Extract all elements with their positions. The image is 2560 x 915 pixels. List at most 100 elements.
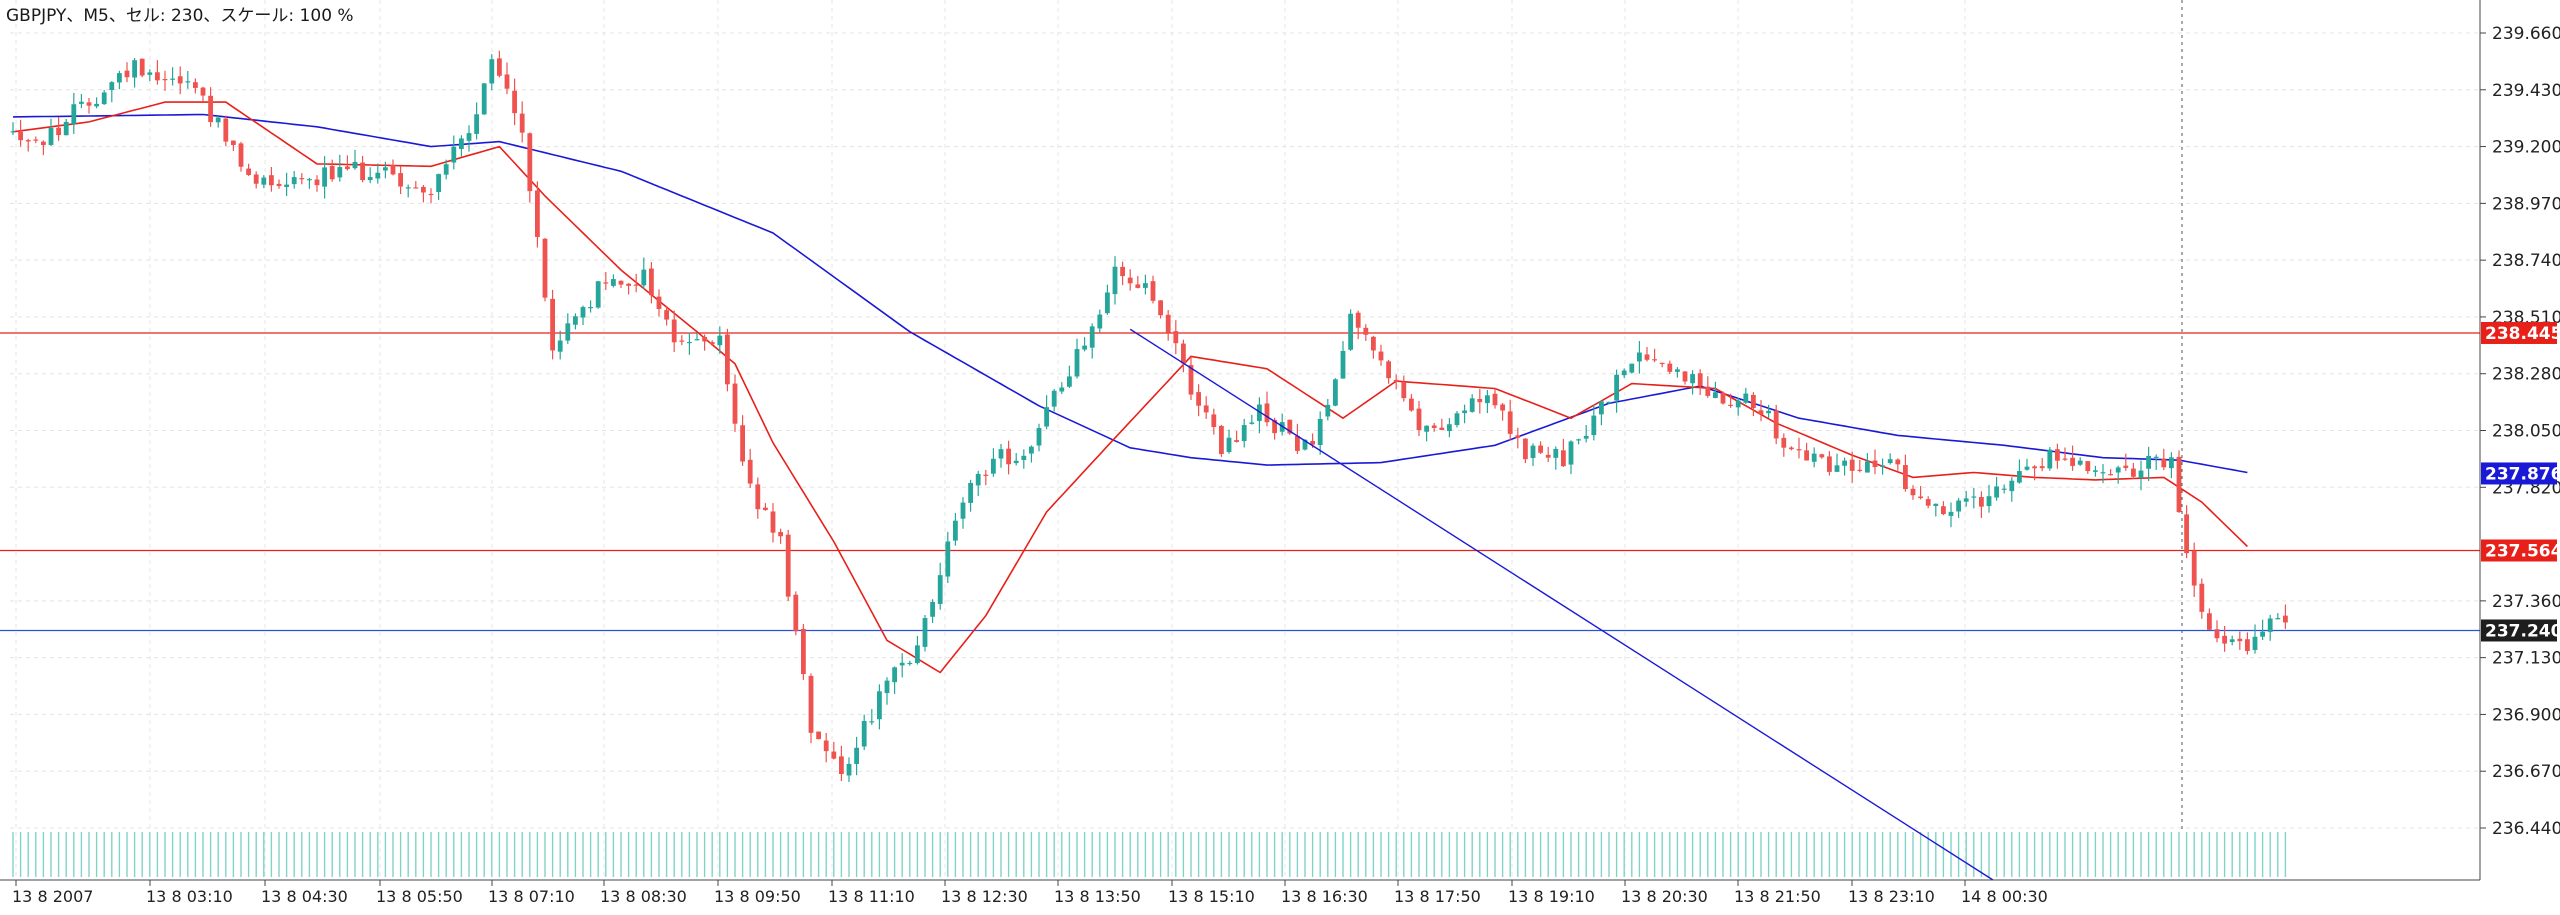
time-tick-label: 14 8 00:30: [1961, 887, 2048, 906]
candle-body: [466, 133, 472, 141]
price-axis: 239.660239.430239.200238.970238.740238.5…: [0, 0, 2560, 881]
candle-body: [2032, 466, 2037, 469]
horizontal-levels[interactable]: [0, 332, 2480, 632]
candle-body: [405, 187, 411, 189]
candle-body: [1181, 343, 1186, 364]
candle-body: [2077, 460, 2083, 465]
candle-body: [763, 507, 768, 511]
candle-body: [1333, 379, 1338, 406]
candle-body: [960, 502, 966, 519]
candle-body: [1644, 354, 1650, 360]
candle-body: [1523, 438, 1528, 460]
candle-body: [2207, 613, 2212, 630]
candle-body: [1979, 497, 1984, 507]
price-tick-label: 237.130: [2492, 649, 2560, 669]
candle-body: [1857, 469, 1863, 472]
candle-body: [747, 459, 753, 484]
candle-body: [1614, 374, 1619, 401]
candle-body: [1789, 447, 1794, 450]
candle-body: [2169, 457, 2174, 469]
candle-body: [930, 602, 935, 617]
level-price-label: 237.564: [2485, 541, 2560, 561]
candle-body: [1013, 460, 1019, 464]
candle-body: [436, 174, 441, 192]
candle-body: [1006, 448, 1011, 465]
candle-body: [1796, 449, 1802, 451]
candle-body: [1462, 410, 1467, 414]
candle-body: [1378, 351, 1384, 361]
candle-body: [1553, 448, 1559, 458]
time-tick-label: 13 8 04:30: [261, 887, 348, 906]
candle-body: [421, 186, 426, 193]
candle-body: [383, 167, 388, 171]
candle-body: [846, 763, 852, 776]
candle-body: [177, 76, 183, 84]
candle-body: [1386, 361, 1391, 379]
candle-body: [1682, 371, 1688, 382]
candle-body: [307, 179, 312, 181]
candle-body: [443, 164, 449, 175]
candle-body: [557, 340, 563, 352]
candle-body: [1310, 440, 1315, 445]
level-price-tag: [2481, 619, 2557, 642]
candle-body: [2267, 618, 2273, 632]
candle-body: [2039, 466, 2045, 469]
price-tick-label: 236.670: [2492, 762, 2560, 782]
candle-body: [428, 193, 434, 196]
time-tick-label: 13 8 08:30: [600, 887, 687, 906]
price-tick-label: 236.900: [2492, 705, 2560, 725]
candle-body: [1591, 415, 1597, 436]
candle-body: [1257, 404, 1262, 422]
candle-body: [1036, 428, 1042, 446]
candle-body: [1804, 450, 1809, 461]
candle-body: [1538, 445, 1543, 453]
ma-price-label: 237.876: [2485, 464, 2560, 484]
time-tick-label: 13 8 15:10: [1168, 887, 1255, 906]
candle-body: [580, 307, 586, 318]
candle-body: [1781, 437, 1787, 448]
candle-body: [25, 140, 31, 142]
candle-body: [1424, 425, 1429, 432]
price-tick-label: 238.970: [2492, 194, 2560, 214]
candle-body: [1568, 441, 1574, 465]
candle-body: [983, 474, 989, 476]
level-price-label: 237.240: [2485, 621, 2560, 641]
candle-body: [573, 316, 578, 325]
candle-body: [633, 284, 639, 286]
candle-body: [1849, 459, 1855, 471]
candle-body: [2245, 639, 2250, 651]
candle-body: [907, 662, 913, 665]
candle-body: [481, 83, 487, 115]
candle-body: [1234, 440, 1239, 442]
candle-body: [1507, 411, 1513, 434]
candle-body: [1720, 392, 1726, 404]
candle-body: [2176, 456, 2182, 513]
candle-body: [2283, 615, 2288, 623]
candle-body: [519, 113, 525, 133]
candle-body: [1454, 413, 1460, 426]
candle-body: [2024, 466, 2030, 470]
candle-body: [337, 167, 343, 178]
candle-body: [1530, 445, 1536, 458]
candle-body: [1431, 425, 1437, 428]
candle-body: [1637, 352, 1642, 362]
candle-body: [899, 662, 905, 666]
price-tick-label: 238.280: [2492, 365, 2560, 385]
candle-body: [71, 104, 77, 125]
candle-body: [139, 58, 145, 76]
candle-body: [1690, 374, 1695, 384]
candle-body: [2047, 449, 2053, 469]
candle-body: [785, 534, 791, 597]
candle-body: [854, 747, 859, 764]
candle-body: [2184, 514, 2189, 554]
candle-body: [945, 541, 951, 577]
candle-body: [1994, 486, 1999, 498]
candle-body: [1599, 401, 1604, 415]
candle-body: [922, 618, 928, 647]
trendline[interactable]: [1129, 0, 2183, 881]
candle-body: [1325, 404, 1331, 417]
candle-body: [63, 121, 69, 136]
candle-body: [345, 166, 350, 170]
